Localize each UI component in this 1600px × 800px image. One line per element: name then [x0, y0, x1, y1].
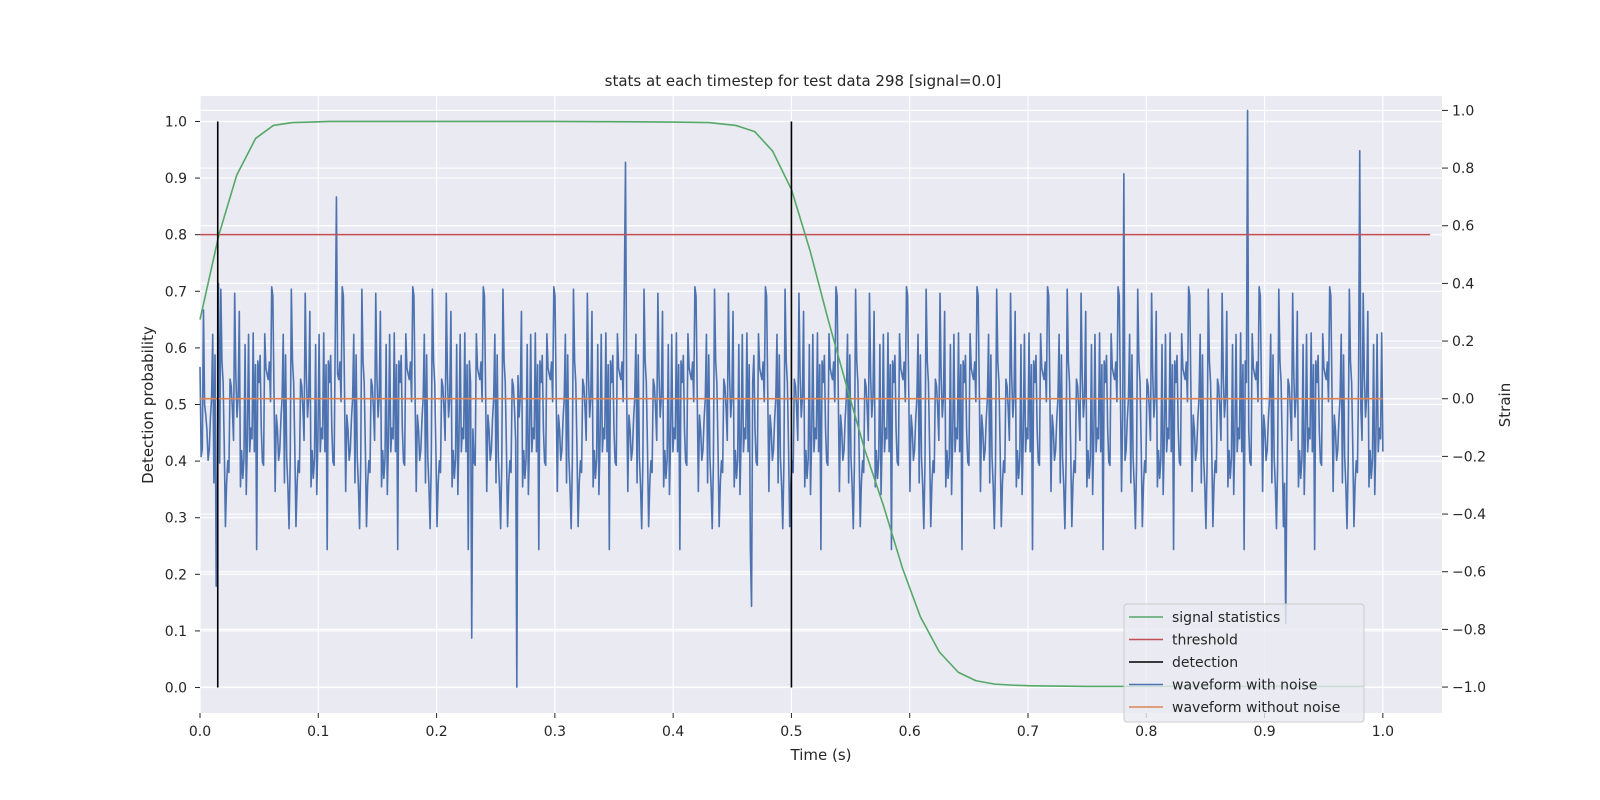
legend-label: waveform with noise: [1172, 678, 1317, 694]
signal-statistics-line: [199, 120, 1364, 688]
x-axis-title: Time (s): [790, 746, 852, 764]
y-right-tick-label: −0.6: [1452, 565, 1486, 581]
x-tick-label: 0.2: [425, 724, 447, 740]
series-layer: [199, 109, 1431, 688]
x-tick-label: 0.5: [780, 724, 802, 740]
x-tick-label: 0.9: [1253, 724, 1275, 740]
y-axis-right-title: Strain: [1496, 383, 1514, 427]
y-axis-title: Detection probability: [139, 326, 157, 484]
y-tick-label: 0.0: [165, 681, 187, 697]
x-tick-label: 0.7: [1017, 724, 1039, 740]
y-tick-label: 0.4: [165, 454, 187, 470]
legend-label: signal statistics: [1172, 610, 1280, 626]
x-tick-label: 0.0: [189, 724, 211, 740]
x-tick-label: 0.3: [544, 724, 566, 740]
chart-title: stats at each timestep for test data 298…: [605, 72, 1002, 90]
y-tick-label: 0.7: [165, 284, 187, 300]
x-tick-label: 0.1: [307, 724, 329, 740]
y-tick-label: 0.2: [165, 567, 187, 583]
y-tick-label: 0.5: [165, 398, 187, 414]
y-tick-label: 0.6: [165, 341, 187, 357]
x-tick-label: 0.6: [899, 724, 921, 740]
y-tick-label: 0.9: [165, 171, 187, 187]
x-tick-label: 1.0: [1372, 724, 1394, 740]
y-right-tick-label: 0.2: [1452, 334, 1474, 350]
legend-label: waveform without noise: [1172, 700, 1340, 716]
x-tick-label: 0.4: [662, 724, 684, 740]
legend-box: [1123, 603, 1365, 723]
y-right-tick-label: −0.2: [1452, 449, 1486, 465]
y-right-tick-label: 0.6: [1452, 219, 1474, 235]
y-right-tick-label: −1.0: [1452, 680, 1486, 696]
legend-label: threshold: [1172, 633, 1238, 649]
y-axis-left: 0.0 0.1 0.2 0.3 0.4 0.5 0.6 0.7 0.8 0.9 1.0: [165, 114, 200, 697]
x-axis: 0.0 0.1 0.2 0.3 0.4 0.5 0.6 0.7 0.8 0.9 1.0: [189, 713, 1394, 740]
y-tick-label: 0.3: [165, 511, 187, 527]
y-tick-label: 0.8: [165, 228, 187, 244]
legend: signal statistics threshold detection wavef…: [1123, 603, 1365, 723]
y-right-tick-label: −0.8: [1452, 622, 1486, 638]
y-axis-right: −1.0 −0.8 −0.6 −0.4 −0.2 0.0 0.2 0.4 0.6 0.8 1.0: [1442, 103, 1486, 696]
y-right-tick-label: 0.8: [1452, 161, 1474, 177]
y-right-tick-label: 0.0: [1452, 392, 1474, 408]
y-right-tick-label: 0.4: [1452, 276, 1474, 292]
y-tick-label: 1.0: [165, 114, 187, 130]
y-right-tick-label: 1.0: [1452, 103, 1474, 119]
legend-label: detection: [1172, 655, 1238, 671]
x-tick-label: 0.8: [1135, 724, 1157, 740]
y-right-tick-label: −0.4: [1452, 507, 1486, 523]
y-tick-label: 0.1: [165, 624, 187, 640]
